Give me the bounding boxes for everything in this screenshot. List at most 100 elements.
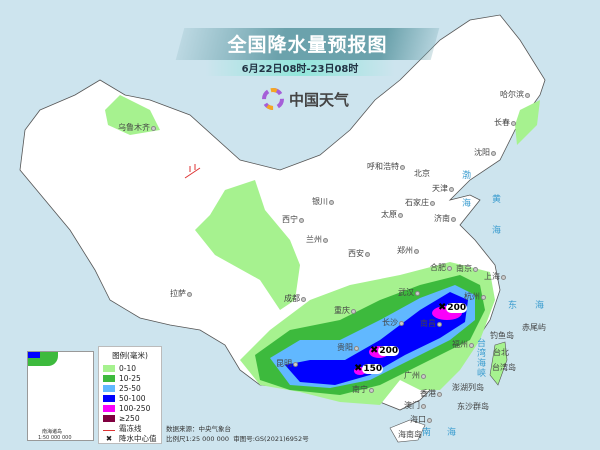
center-x-icon: ✖ bbox=[438, 302, 447, 313]
sea-bohai-1: 渤 bbox=[462, 171, 472, 181]
city-label: 广州 bbox=[404, 370, 427, 381]
city-name: 上海 bbox=[484, 272, 500, 281]
city-name: 天津 bbox=[432, 184, 448, 193]
frost-line-icon bbox=[103, 426, 115, 431]
logo-text: 中国天气 bbox=[289, 90, 350, 109]
city-label: 成都 bbox=[284, 293, 307, 304]
legend-center-value: ✖ 降水中心值 bbox=[103, 433, 157, 443]
city-name: 台北 bbox=[493, 348, 509, 357]
inset-scale: 1:50 000 000 bbox=[38, 435, 72, 441]
max-value-3: ✖150 bbox=[354, 363, 384, 374]
city-label: 西安 bbox=[348, 248, 371, 259]
legend-swatch bbox=[103, 364, 115, 372]
city-name: 澎湖列岛 bbox=[452, 383, 484, 392]
legend-label: 10-25 bbox=[119, 373, 141, 383]
city-label: 银川 bbox=[312, 196, 335, 207]
legend-label: 0-10 bbox=[119, 363, 137, 373]
sea-strait-1: 台 bbox=[477, 339, 487, 349]
city-dot-icon bbox=[399, 320, 404, 326]
city-label: 赤尾屿 bbox=[522, 322, 546, 333]
city-dot-icon bbox=[447, 265, 452, 271]
city-label: 香港 bbox=[420, 388, 443, 399]
legend-swatch bbox=[103, 374, 115, 382]
credits: 数据来源：中央气象台 比例尺1:25 000 000 审图号:GS(2021)6… bbox=[166, 424, 309, 444]
city-label: 太原 bbox=[381, 209, 404, 220]
approval-number: 审图号:GS(2021)6952号 bbox=[233, 435, 309, 443]
legend-label: 100-250 bbox=[119, 403, 151, 413]
city-label: 杭州 bbox=[464, 291, 487, 302]
city-name: 长春 bbox=[494, 118, 510, 127]
city-label: 海口 bbox=[410, 414, 433, 425]
city-dot-icon bbox=[187, 291, 192, 297]
city-label: 南京 bbox=[456, 263, 479, 274]
city-name: 太原 bbox=[381, 210, 397, 219]
forecast-period: 6月22日08时-23日08时 bbox=[241, 64, 359, 75]
city-name: 杭州 bbox=[464, 292, 480, 301]
city-label: 兰州 bbox=[306, 234, 329, 245]
data-source: 数据来源：中央气象台 bbox=[166, 425, 231, 433]
city-name: 兰州 bbox=[306, 235, 322, 244]
city-name: 广州 bbox=[404, 371, 420, 380]
city-label: 拉萨 bbox=[170, 288, 193, 299]
city-name: 台湾岛 bbox=[492, 363, 516, 372]
city-label: 上海 bbox=[484, 271, 507, 282]
legend-item: 10-25 bbox=[103, 373, 157, 383]
city-dot-icon bbox=[151, 125, 156, 131]
city-dot-icon bbox=[369, 387, 374, 393]
city-name: 长沙 bbox=[382, 318, 398, 327]
city-name: 乌鲁木齐 bbox=[118, 123, 150, 132]
legend-item: ≥250 bbox=[103, 413, 157, 423]
city-label: 长沙 bbox=[382, 317, 405, 328]
city-label: 东沙群岛 bbox=[457, 401, 489, 412]
sea-strait-3: 海 bbox=[477, 359, 487, 369]
city-name: 香港 bbox=[420, 389, 436, 398]
city-name: 南京 bbox=[456, 264, 472, 273]
city-name: 赤尾屿 bbox=[522, 323, 546, 332]
legend-item: 100-250 bbox=[103, 403, 157, 413]
city-label: 呼和浩特 bbox=[367, 161, 406, 172]
rain-50-100 bbox=[285, 292, 468, 385]
city-label: 澳门 bbox=[404, 400, 427, 411]
city-name: 福州 bbox=[452, 340, 468, 349]
city-name: 澳门 bbox=[404, 401, 420, 410]
city-name: 海口 bbox=[410, 415, 426, 424]
city-dot-icon bbox=[351, 308, 356, 314]
city-dot-icon bbox=[415, 290, 420, 296]
city-name: 合肥 bbox=[430, 263, 446, 272]
legend: 图例(毫米) 0-10 10-25 25-50 50-100 100-250 ≥250 霜… bbox=[98, 346, 162, 444]
legend-title: 图例(毫米) bbox=[112, 351, 148, 360]
sea-nanhai-2: 海 bbox=[447, 428, 457, 438]
city-dot-icon bbox=[299, 217, 304, 223]
city-dot-icon bbox=[400, 164, 405, 170]
city-dot-icon bbox=[293, 361, 298, 367]
city-label: 武汉 bbox=[398, 287, 421, 298]
city-dot-icon bbox=[501, 274, 506, 280]
page-title: 全国降水量预报图 bbox=[227, 34, 388, 56]
city-label: 澎湖列岛 bbox=[452, 382, 484, 393]
city-name: 哈尔滨 bbox=[500, 90, 524, 99]
city-label: 福州 bbox=[452, 339, 475, 350]
city-label: 济南 bbox=[434, 213, 457, 224]
city-dot-icon bbox=[398, 212, 403, 218]
city-label: 乌鲁木齐 bbox=[118, 122, 157, 133]
city-name: 沈阳 bbox=[474, 148, 490, 157]
city-label: 哈尔滨 bbox=[500, 89, 531, 100]
city-label: 郑州 bbox=[397, 245, 420, 256]
city-label: 长春 bbox=[494, 117, 517, 128]
sea-huanghai-1: 黄 bbox=[492, 195, 502, 205]
frost-line bbox=[184, 164, 201, 179]
city-name: 银川 bbox=[312, 197, 328, 206]
legend-item: 50-100 bbox=[103, 393, 157, 403]
city-dot-icon bbox=[481, 294, 486, 300]
city-label: 南昌 bbox=[420, 318, 443, 329]
city-dot-icon bbox=[451, 216, 456, 222]
subtitle-bar bbox=[205, 60, 395, 76]
land-hainan bbox=[389, 419, 426, 443]
city-dot-icon bbox=[329, 199, 334, 205]
city-label: 合肥 bbox=[430, 262, 453, 273]
legend-swatch bbox=[103, 414, 115, 422]
city-dot-icon bbox=[525, 92, 530, 98]
city-dot-icon bbox=[354, 345, 359, 351]
